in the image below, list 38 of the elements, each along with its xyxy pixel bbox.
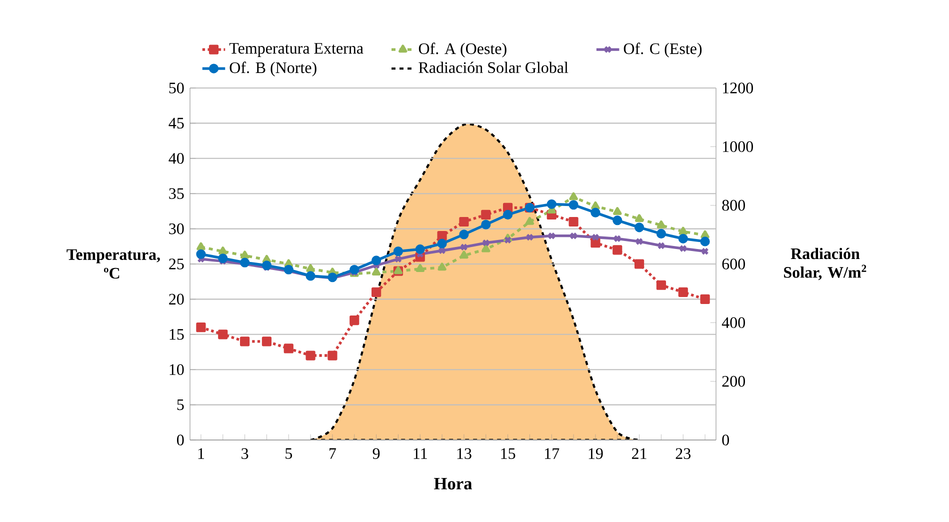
y2-tick-label: 1000 bbox=[723, 141, 753, 152]
legend-label: Of. C (Este) bbox=[624, 42, 702, 58]
x-tick-label: 21 bbox=[632, 448, 646, 459]
y-tick-label: 50 bbox=[169, 82, 184, 94]
y-tick-label: 15 bbox=[170, 329, 184, 340]
y-tick-label: 40 bbox=[168, 152, 184, 164]
y-tick-label: 35 bbox=[169, 188, 184, 199]
legend-label: Radiación Solar Global bbox=[418, 62, 568, 74]
y-tick-label: 30 bbox=[169, 223, 184, 234]
y2-tick-label: 400 bbox=[722, 317, 745, 328]
x-tick-label: 3 bbox=[242, 448, 248, 460]
y2-tick-label: 800 bbox=[722, 200, 745, 211]
y-tick-label: 20 bbox=[169, 294, 184, 305]
x-tick-label: 23 bbox=[676, 448, 691, 460]
x-tick-label: 19 bbox=[588, 448, 603, 460]
legend-label: Of. B (Norte) bbox=[230, 62, 316, 76]
legend-label: Of. A (Oeste) bbox=[418, 42, 506, 58]
x-tick-label: 11 bbox=[414, 448, 427, 459]
legend-label: Temperatura Externa bbox=[229, 43, 364, 57]
y2-tick-label: 600 bbox=[722, 258, 745, 270]
x-tick-label: 1 bbox=[198, 448, 204, 459]
x-tick-label: 13 bbox=[457, 448, 472, 460]
y-axis-title: Temperatura, ºC bbox=[66, 249, 160, 279]
x-tick-label: 5 bbox=[286, 448, 292, 459]
y2-tick-label: 200 bbox=[722, 376, 745, 387]
x-tick-label: 9 bbox=[372, 448, 380, 460]
y2-tick-label: 0 bbox=[722, 434, 729, 446]
y-tick-label: 0 bbox=[177, 434, 184, 446]
x-tick-label: 15 bbox=[501, 448, 516, 459]
y-tick-label: 5 bbox=[177, 399, 184, 410]
y2-tick-label: 1200 bbox=[723, 82, 753, 94]
x-axis-title: Hora bbox=[434, 478, 472, 490]
x-tick-label: 17 bbox=[545, 448, 560, 459]
y2-axis-title: Radiación Solar, W/m$^{2}$ bbox=[784, 248, 866, 280]
y-tick-label: 10 bbox=[170, 364, 184, 375]
x-tick-label: 7 bbox=[330, 448, 336, 459]
y-tick-label: 25 bbox=[169, 258, 184, 270]
y-tick-label: 45 bbox=[168, 118, 184, 129]
